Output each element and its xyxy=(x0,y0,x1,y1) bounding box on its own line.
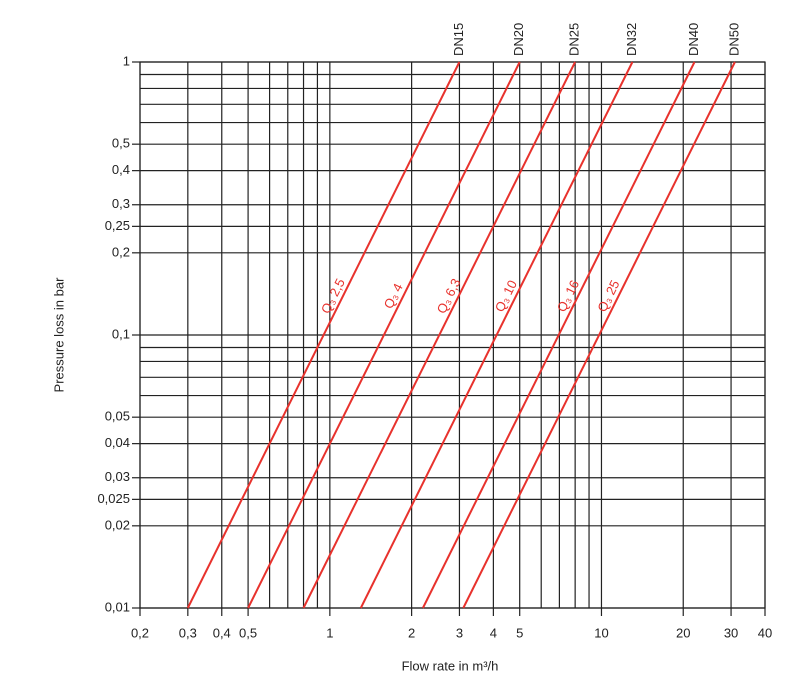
x-axis-label: Flow rate in m³/h xyxy=(402,658,499,673)
y-tick-label: 0,5 xyxy=(112,136,130,151)
y-tick-label: 0,1 xyxy=(112,326,130,341)
x-tick-label: 3 xyxy=(456,625,463,640)
series-name: DN40 xyxy=(686,23,701,56)
x-tick-label: 2 xyxy=(408,625,415,640)
y-tick-label: 0,25 xyxy=(105,218,130,233)
x-tick-label: 0,5 xyxy=(239,625,257,640)
y-tick-label: 0,04 xyxy=(105,435,130,450)
series-line xyxy=(302,61,576,609)
series-line xyxy=(462,61,736,609)
y-tick-label: 0,2 xyxy=(112,244,130,259)
series-line xyxy=(186,61,461,609)
y-axis-label: Pressure loss in bar xyxy=(51,277,66,393)
x-tick-label: 10 xyxy=(594,625,608,640)
series-name: DN25 xyxy=(567,23,582,56)
series-line xyxy=(359,61,634,609)
x-tick-label: 5 xyxy=(516,625,523,640)
y-tick-label: 0,05 xyxy=(105,409,130,424)
y-tick-label: 0,02 xyxy=(105,517,130,532)
series-line xyxy=(422,61,696,609)
series-name: DN15 xyxy=(451,23,466,56)
series-line xyxy=(247,61,521,609)
y-tick-label: 0,025 xyxy=(97,491,130,506)
series-name: DN32 xyxy=(624,23,639,56)
x-tick-label: 0,3 xyxy=(179,625,197,640)
series-name: DN20 xyxy=(511,23,526,56)
y-tick-label: 1 xyxy=(123,53,130,68)
x-tick-label: 4 xyxy=(490,625,497,640)
line-label: Q₃ 4 xyxy=(381,281,406,311)
y-tick-label: 0,01 xyxy=(105,599,130,614)
series-name: DN50 xyxy=(726,23,741,56)
y-tick-label: 0,03 xyxy=(105,469,130,484)
x-tick-label: 1 xyxy=(326,625,333,640)
x-tick-label: 40 xyxy=(758,625,772,640)
y-tick-label: 0,3 xyxy=(112,196,130,211)
x-tick-label: 0,4 xyxy=(213,625,231,640)
x-tick-label: 0,2 xyxy=(131,625,149,640)
y-tick-label: 0,4 xyxy=(112,162,130,177)
x-tick-label: 30 xyxy=(724,625,738,640)
x-tick-label: 20 xyxy=(676,625,690,640)
